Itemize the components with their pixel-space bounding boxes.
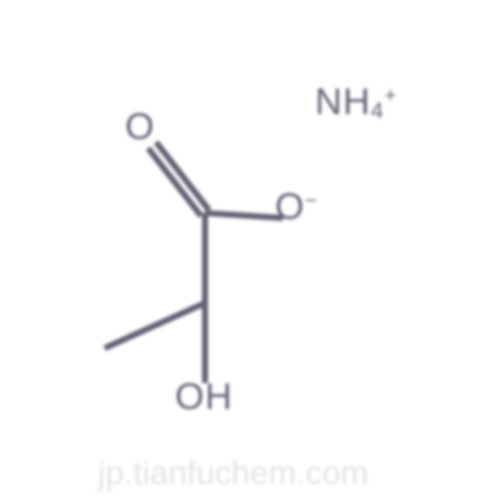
atom-oxygen-anion: O− <box>275 185 318 228</box>
chemical-structure-canvas: NH4+ O O− OH jp.tianfuchem.com <box>0 0 500 500</box>
bond-line <box>205 210 283 221</box>
bond-line <box>202 303 208 383</box>
watermark-text: jp.tianfuchem.com <box>98 455 368 493</box>
atom-oxygen-double: O <box>125 105 155 148</box>
bond-line <box>104 300 206 350</box>
bond-line <box>202 213 208 303</box>
bond-line <box>154 140 212 212</box>
atom-ammonium: NH4+ <box>315 80 397 124</box>
bond-line <box>146 146 204 218</box>
